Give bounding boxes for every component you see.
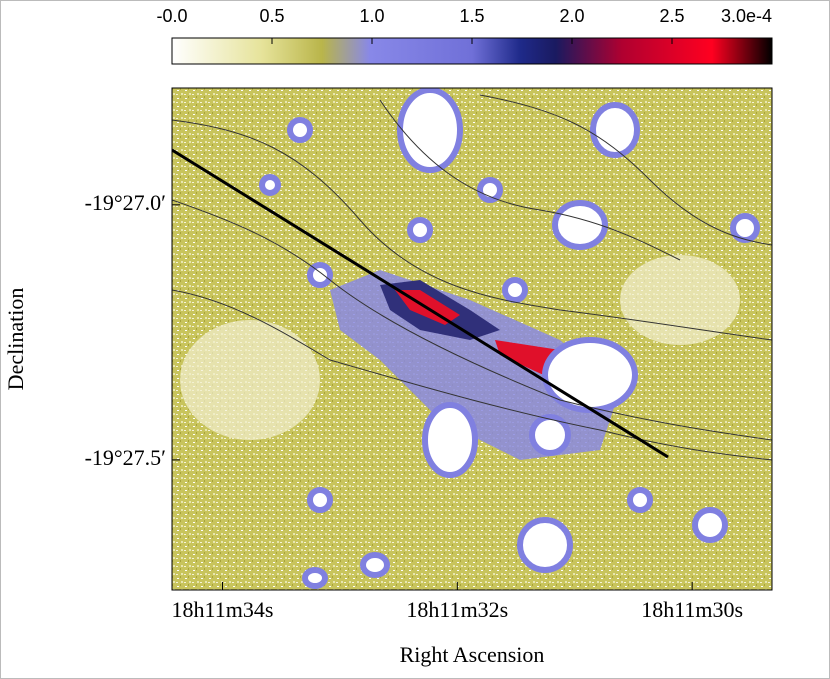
colorbar-tick-label: 3.0e-4 — [721, 6, 772, 26]
image — [172, 88, 772, 590]
y-axis-title: Declination — [3, 288, 28, 391]
x-tick-label: 18h11m32s — [406, 597, 508, 622]
x-axis-title: Right Ascension — [400, 642, 545, 667]
y-tick-label: -19°27.0′ — [85, 190, 166, 215]
plot-frame — [171, 87, 773, 591]
x-tick-label: 18h11m30s — [641, 597, 743, 622]
x-tick-label: 18h11m34s — [172, 597, 274, 622]
colorbar-tick-label: 2.0 — [559, 6, 584, 26]
colorbar-tick-label: 0.5 — [259, 6, 284, 26]
y-tick-label: -19°27.5′ — [85, 445, 166, 470]
colorbar-tick-label: 2.5 — [659, 6, 684, 26]
colorbar-tick-label: 1.0 — [359, 6, 384, 26]
colorbar-tick-label: -0.0 — [156, 6, 187, 26]
colorbar-tick-label: 1.5 — [459, 6, 484, 26]
